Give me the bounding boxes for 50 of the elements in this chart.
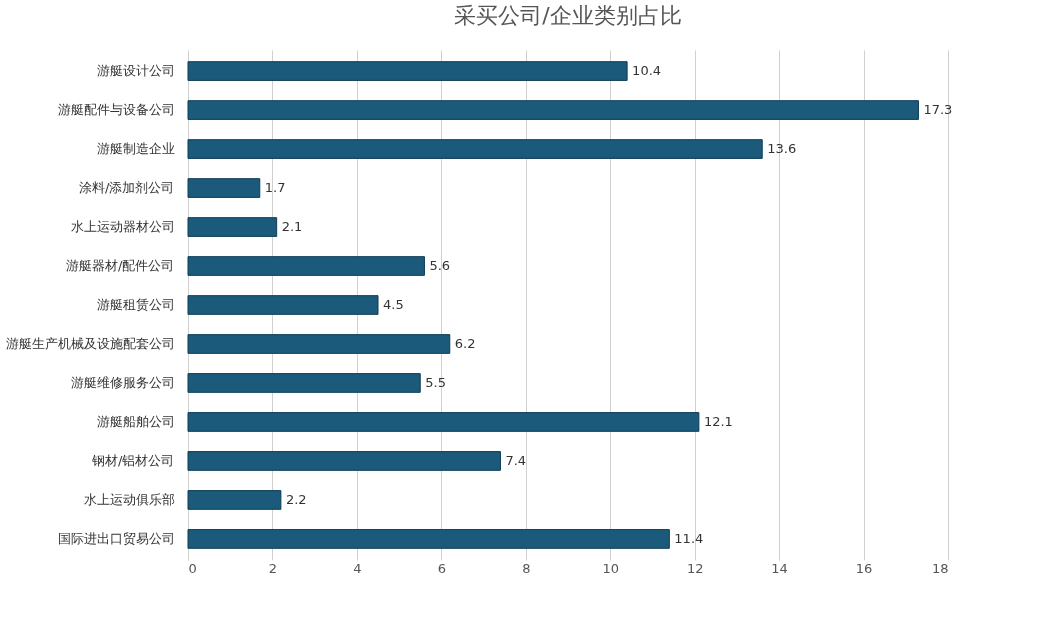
y-tick-label: 钢材/铝材公司 bbox=[91, 452, 175, 468]
bar bbox=[187, 139, 763, 159]
data-label: 2.1 bbox=[281, 219, 303, 235]
y-tick-label: 国际进出口贸易公司 bbox=[57, 530, 175, 546]
y-tick-label: 游艇租赁公司 bbox=[96, 297, 175, 312]
data-label: 12.1 bbox=[703, 413, 733, 429]
data-label: 13.6 bbox=[767, 141, 797, 157]
bar bbox=[187, 100, 919, 120]
data-label: 5.6 bbox=[429, 258, 451, 274]
x-tick-label: 10 bbox=[602, 560, 619, 576]
bar bbox=[187, 217, 278, 237]
bar bbox=[187, 451, 501, 471]
bar bbox=[187, 178, 261, 198]
y-tick-label: 游艇器材/配件公司 bbox=[66, 258, 175, 274]
data-label: 17.3 bbox=[923, 102, 953, 118]
bar bbox=[187, 490, 282, 510]
chart-title: 采买公司/企业类别占比 bbox=[454, 3, 682, 28]
y-tick-label: 游艇制造企业 bbox=[96, 141, 175, 157]
y-tick-label: 游艇生产机械及设施配套公司 bbox=[5, 335, 175, 351]
bar bbox=[187, 334, 451, 354]
y-tick-label: 水上运动俱乐部 bbox=[83, 491, 175, 507]
x-tick-label: 0 bbox=[188, 560, 197, 576]
bar bbox=[187, 61, 628, 81]
bar bbox=[187, 373, 421, 393]
x-tick-label: 12 bbox=[686, 560, 704, 576]
data-label: 10.4 bbox=[632, 63, 662, 79]
y-tick-label: 水上运动器材公司 bbox=[70, 219, 175, 235]
bar bbox=[187, 256, 425, 276]
x-tick-label: 8 bbox=[522, 560, 531, 576]
data-label: 5.5 bbox=[425, 374, 446, 390]
data-label: 2.2 bbox=[285, 491, 307, 507]
y-tick-label: 游艇设计公司 bbox=[96, 63, 175, 79]
x-tick-label: 2 bbox=[268, 560, 278, 576]
x-tick-label: 16 bbox=[855, 560, 873, 576]
bar bbox=[187, 412, 700, 432]
data-label: 4.5 bbox=[383, 297, 404, 312]
bar bbox=[187, 295, 379, 315]
data-label: 7.4 bbox=[505, 452, 527, 468]
y-tick-label: 游艇配件与设备公司 bbox=[57, 102, 175, 118]
data-label: 6.2 bbox=[454, 335, 476, 351]
x-tick-label: 6 bbox=[437, 560, 446, 576]
y-tick-label: 游艇维修服务公司 bbox=[70, 374, 175, 390]
y-tick-label: 游艇船舶公司 bbox=[96, 413, 175, 429]
x-tick-label: 4 bbox=[353, 560, 362, 576]
x-tick-label: 14 bbox=[771, 560, 788, 576]
bar bbox=[187, 529, 670, 549]
data-label: 1.7 bbox=[264, 180, 286, 196]
x-tick-label: 18 bbox=[931, 560, 949, 576]
data-label: 11.4 bbox=[674, 530, 704, 546]
y-tick-label: 涂料/添加剂公司 bbox=[79, 180, 175, 196]
